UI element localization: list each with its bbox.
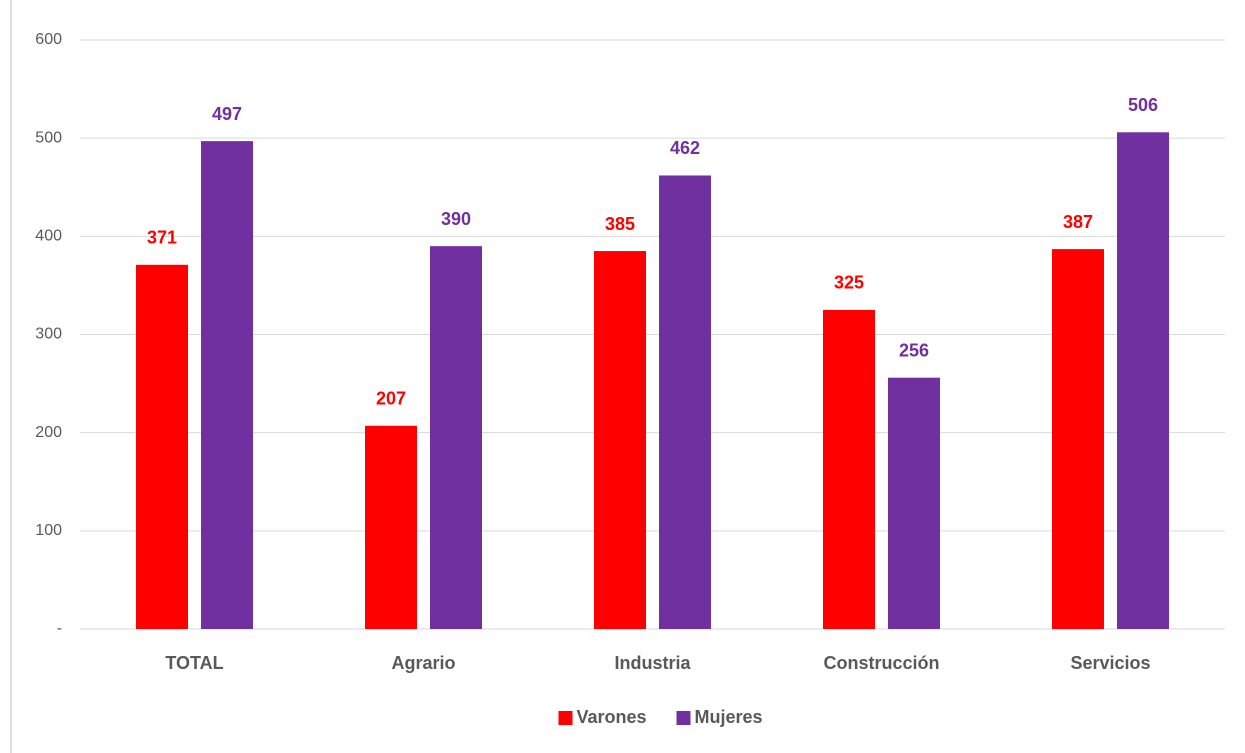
y-tick-label: 100 bbox=[35, 522, 62, 539]
bar bbox=[659, 175, 711, 629]
y-tick-label: 400 bbox=[35, 228, 62, 245]
legend-swatch bbox=[676, 711, 691, 725]
y-tick-label: 300 bbox=[35, 326, 62, 343]
legend-swatch bbox=[558, 711, 573, 725]
y-tick-label: 200 bbox=[35, 424, 62, 441]
data-label: 387 bbox=[1063, 212, 1093, 232]
x-tick-label: TOTAL bbox=[165, 653, 223, 673]
bar bbox=[1052, 249, 1104, 629]
data-label: 390 bbox=[441, 209, 471, 229]
legend-label: Varones bbox=[577, 707, 647, 727]
data-label: 462 bbox=[670, 138, 700, 158]
y-tick-label: 600 bbox=[35, 31, 62, 48]
data-label: 207 bbox=[376, 389, 406, 409]
data-label: 371 bbox=[147, 228, 177, 248]
bar bbox=[888, 377, 940, 629]
bar bbox=[136, 264, 188, 629]
bar bbox=[365, 425, 417, 629]
x-tick-label: Agrario bbox=[391, 653, 455, 673]
bar bbox=[201, 141, 253, 629]
data-label: 385 bbox=[605, 214, 635, 234]
data-label: 256 bbox=[899, 340, 929, 360]
x-tick-label: Servicios bbox=[1070, 653, 1150, 673]
data-label: 506 bbox=[1128, 95, 1158, 115]
bar bbox=[823, 309, 875, 629]
bar bbox=[594, 251, 646, 629]
x-tick-label: Construcción bbox=[823, 653, 939, 673]
y-tick-label: 500 bbox=[35, 129, 62, 146]
data-label: 325 bbox=[834, 273, 864, 293]
y-tick-label: - bbox=[57, 620, 62, 637]
bar bbox=[430, 246, 482, 629]
legend-label: Mujeres bbox=[695, 707, 763, 727]
x-tick-label: Industria bbox=[614, 653, 691, 673]
bar bbox=[1117, 132, 1169, 629]
data-label: 497 bbox=[212, 104, 242, 124]
